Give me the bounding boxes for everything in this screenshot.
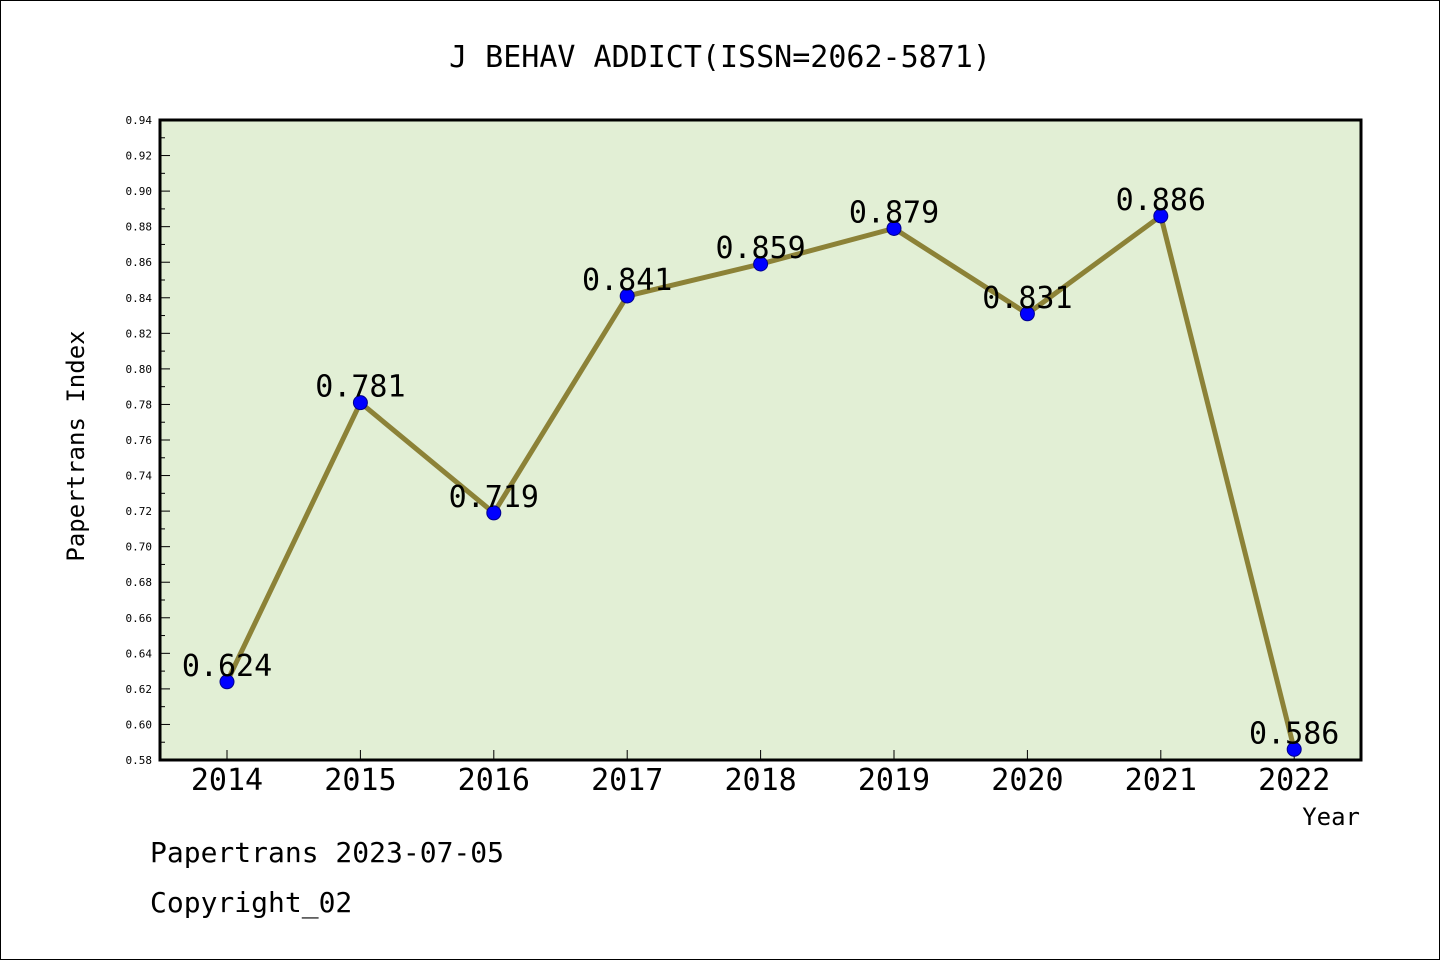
- x-axis: 2014 2015 2016 2017 2018 2019 2020 2021 2022: [191, 750, 1330, 798]
- y-tick-label: 0.94: [126, 114, 153, 127]
- footer-date-text: Papertrans 2023-07-05: [150, 836, 505, 869]
- y-tick-label: 0.64: [126, 647, 153, 660]
- data-point-marker: [886, 220, 902, 236]
- x-tick-label: 2021: [1125, 763, 1197, 798]
- y-axis: 0.58 0.60 0.62 0.64 0.66 0.68 0.70 0.72 0.74 0.76…: [126, 114, 170, 767]
- y-tick-label: 0.72: [126, 505, 153, 518]
- data-label: 0.719: [449, 480, 539, 515]
- x-axis-label: Year: [1302, 803, 1360, 831]
- x-tick-label: 2022: [1258, 763, 1330, 798]
- x-tick-label: 2017: [591, 763, 663, 798]
- x-tick-label: 2020: [991, 763, 1063, 798]
- y-tick-label: 0.70: [126, 541, 153, 554]
- x-tick-label: 2016: [458, 763, 530, 798]
- y-tick-label: 0.76: [126, 434, 153, 447]
- x-tick-label: 2015: [324, 763, 396, 798]
- y-tick-label: 0.84: [126, 292, 153, 305]
- data-point-marker: [619, 288, 635, 304]
- data-point-marker: [1019, 306, 1035, 322]
- y-tick-label: 0.90: [126, 185, 153, 198]
- y-tick-label: 0.60: [126, 718, 153, 731]
- data-point-marker: [753, 256, 769, 272]
- data-label: 0.781: [315, 370, 405, 405]
- y-tick-label: 0.74: [126, 470, 153, 483]
- data-label: 0.879: [849, 195, 939, 230]
- y-axis-label: Papertrans Index: [62, 330, 90, 561]
- data-label: 0.841: [582, 263, 672, 298]
- x-tick-label: 2019: [858, 763, 930, 798]
- y-tick-label: 0.62: [126, 683, 153, 696]
- y-tick-label: 0.78: [126, 398, 153, 411]
- data-label: 0.859: [715, 231, 805, 266]
- data-label: 0.624: [182, 649, 272, 684]
- data-label: 0.831: [982, 281, 1072, 316]
- footer-copyright-text: Copyright_02: [150, 886, 353, 919]
- data-point-marker: [1286, 741, 1302, 757]
- data-label: 0.586: [1249, 716, 1339, 751]
- data-point-marker: [219, 674, 235, 690]
- chart-title: J BEHAV ADDICT(ISSN=2062-5871): [449, 40, 991, 75]
- x-tick-label: 2018: [724, 763, 796, 798]
- y-tick-label: 0.86: [126, 256, 153, 269]
- y-tick-label: 0.88: [126, 221, 153, 234]
- x-tick-label: 2014: [191, 763, 263, 798]
- y-tick-label: 0.92: [126, 150, 153, 163]
- data-point-marker: [352, 395, 368, 411]
- series-line-group: [219, 208, 1302, 757]
- plot-area: [160, 120, 1361, 760]
- y-tick-label: 0.66: [126, 612, 153, 625]
- y-tick-label: 0.68: [126, 576, 153, 589]
- plot-border: [158, 118, 1363, 762]
- data-label: 0.886: [1116, 183, 1206, 218]
- y-tick-label: 0.58: [126, 754, 153, 767]
- data-label-group: 0.624 0.781 0.719 0.841 0.859 0.879 0.831 0.886…: [182, 183, 1340, 751]
- y-tick-label: 0.80: [126, 363, 153, 376]
- y-tick-label: 0.82: [126, 327, 153, 340]
- data-point-marker: [486, 505, 502, 521]
- data-point-marker: [1153, 208, 1169, 224]
